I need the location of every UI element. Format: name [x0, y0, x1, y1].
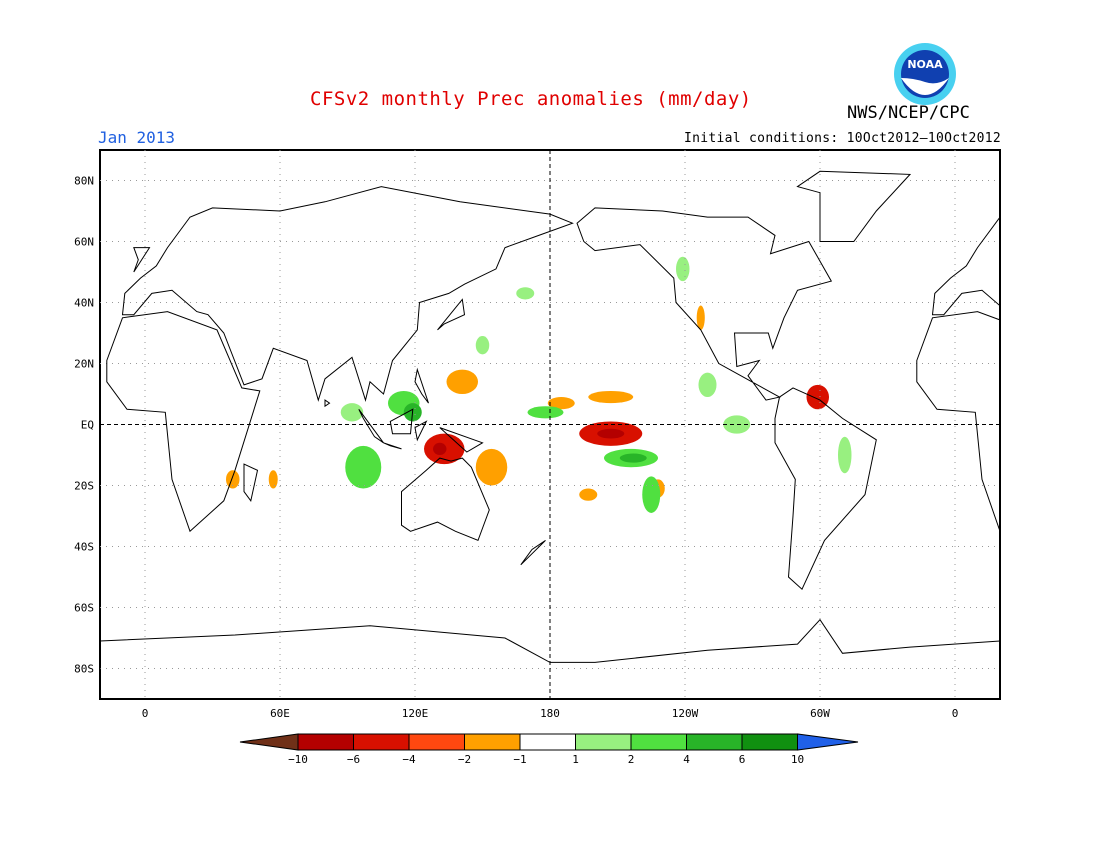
colorbar-right-arrow: [797, 733, 859, 751]
anomaly-region: [433, 442, 447, 455]
landmass-outline: [389, 408, 414, 435]
anomaly-region: [696, 305, 705, 330]
landmass-outline: [358, 409, 384, 444]
anomaly-region: [676, 256, 690, 282]
latitude-label: 20S: [74, 480, 94, 493]
anomaly-region: [475, 336, 490, 355]
chart-title: CFSv2 monthly Prec anomalies (mm/day): [310, 88, 752, 110]
landmass-outline: [916, 311, 1000, 533]
colorbar-label: 4: [683, 753, 690, 766]
colorbar-label: 2: [628, 753, 635, 766]
colorbar-bin: [297, 733, 354, 751]
landmass-outline: [437, 298, 466, 331]
anomaly-region: [345, 445, 382, 489]
longitude-label: 0: [952, 707, 959, 720]
colorbar-label: −2: [458, 753, 471, 766]
anomaly-region: [446, 369, 478, 394]
anomaly-region: [698, 372, 717, 398]
colorbar-label: 6: [739, 753, 746, 766]
anomaly-region: [619, 453, 647, 463]
latitude-label: 60S: [74, 602, 94, 615]
colorbar-label: −1: [513, 753, 526, 766]
longitude-label: 0: [142, 707, 149, 720]
axis-labels: 80N 60N 40N 20N EQ 20S 40S 60S 80S 0 60E 120E 180 120…: [74, 175, 958, 721]
longitude-label: 60W: [810, 707, 830, 720]
anomaly-region: [579, 488, 598, 501]
colorbar-left-arrow: [239, 733, 299, 751]
colorbar-label: −4: [402, 753, 416, 766]
coastlines: [100, 170, 1000, 699]
colorbar-bin: [630, 733, 687, 751]
latitude-label: 20N: [74, 358, 94, 371]
colorbar-bin: [741, 733, 798, 751]
colorbar-label: −10: [288, 753, 308, 766]
latitude-label: 80N: [74, 175, 94, 188]
landmass-outline: [100, 618, 1000, 699]
anomaly-region: [588, 390, 634, 404]
anomaly-region: [838, 436, 852, 474]
anomaly-region: [516, 287, 535, 300]
colorbar-bin: [686, 733, 743, 751]
grid-layer: [100, 150, 1000, 699]
landmass-outline: [106, 311, 261, 533]
agency-label: NWS/NCEP/CPC: [847, 103, 970, 123]
landmass-outline: [796, 170, 912, 242]
longitude-label: 120E: [402, 707, 429, 720]
colorbar-bin: [408, 733, 465, 751]
anomaly-region: [723, 415, 751, 434]
anomaly-region: [527, 406, 564, 419]
landmass-outline: [576, 207, 833, 401]
colorbar-label: 10: [791, 753, 804, 766]
forecast-month: Jan 2013: [98, 128, 176, 147]
landmass-outline: [121, 186, 574, 402]
landmass-outline: [401, 457, 490, 542]
colorbar-bin: [575, 733, 632, 751]
landmass-outline: [774, 387, 877, 591]
anomaly-region: [597, 428, 625, 439]
longitude-label: 180: [540, 707, 560, 720]
longitude-label: 120W: [672, 707, 699, 720]
colorbar-label: 1: [572, 753, 579, 766]
latitude-label: 40N: [74, 297, 94, 310]
landmass-outline: [439, 427, 484, 453]
colorbar-bin: [464, 733, 521, 751]
landmass-outline: [243, 463, 259, 502]
landmass-outline: [324, 399, 331, 408]
anomaly-region: [475, 448, 508, 486]
landmass-outline: [414, 367, 429, 404]
colorbar-label: −6: [347, 753, 360, 766]
latitude-label: 40S: [74, 541, 94, 554]
latitude-label: 80S: [74, 663, 94, 676]
latitude-label: 60N: [74, 236, 94, 249]
colorbar-bin: [353, 733, 410, 751]
anomaly-region: [268, 470, 278, 489]
initial-conditions: Initial conditions: 10Oct2012–10Oct2012: [684, 131, 1001, 146]
anomaly-region: [340, 403, 364, 422]
longitude-label: 60E: [270, 707, 290, 720]
colorbar-bin: [519, 733, 576, 751]
landmass-outline: [133, 247, 151, 273]
anomaly-region: [226, 470, 240, 489]
landmass-outline: [414, 420, 428, 442]
anomaly-layer: [226, 256, 852, 513]
svg-text:NOAA: NOAA: [907, 58, 943, 71]
landmass-outline: [383, 442, 402, 450]
noaa-logo-icon: NOAA: [894, 43, 956, 105]
latitude-label: EQ: [81, 419, 94, 432]
anomaly-region: [547, 397, 575, 410]
landmass-outline: [520, 539, 546, 566]
